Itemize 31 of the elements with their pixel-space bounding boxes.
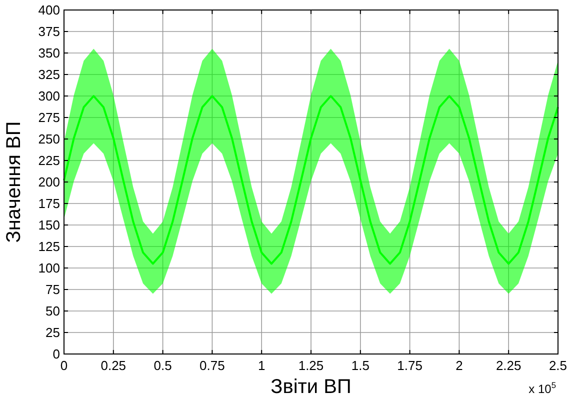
y-tick-label: 125	[38, 239, 60, 254]
x-tick-label: 0.25	[100, 358, 126, 373]
x-tick-label: 1	[258, 358, 266, 373]
y-tick-label: 0	[52, 346, 60, 362]
y-tick-label: 150	[38, 218, 60, 233]
y-tick-label: 200	[38, 174, 60, 190]
y-tick-label: 50	[46, 304, 60, 319]
line-series	[63, 95, 559, 265]
x-tick-label: 2.5	[548, 358, 568, 373]
y-tick-label: 75	[46, 282, 60, 298]
x-tick-label: 2.25	[496, 358, 522, 373]
y-tick-label: 225	[38, 153, 60, 168]
text: x 10$^{5}$	[528, 380, 556, 396]
y-tick-label: 350	[38, 46, 60, 61]
y-tick-label: 175	[38, 196, 60, 212]
y-tick-label: 100	[38, 260, 60, 276]
x-axis-title: Звіти ВП	[270, 376, 352, 398]
y-tick-label: 400	[38, 2, 60, 18]
y-tick-label: 325	[38, 67, 60, 82]
x-tick-label: 1.25	[298, 358, 324, 373]
x-tick-label: 1.75	[397, 358, 422, 373]
y-tick-label: 250	[38, 132, 60, 147]
x-tick-label: 0.75	[200, 358, 225, 373]
y-tick-label: 300	[38, 88, 60, 104]
x-tick-label: 1.5	[351, 358, 370, 373]
x-tick-label: 2	[456, 358, 463, 373]
y-tick-label: 25	[46, 325, 60, 340]
y-tick-label: 275	[38, 110, 60, 126]
y-tick-label: 375	[38, 24, 60, 40]
x-tick-label: 0.5	[154, 358, 172, 373]
y-axis-title: Значення ВП	[3, 121, 25, 243]
